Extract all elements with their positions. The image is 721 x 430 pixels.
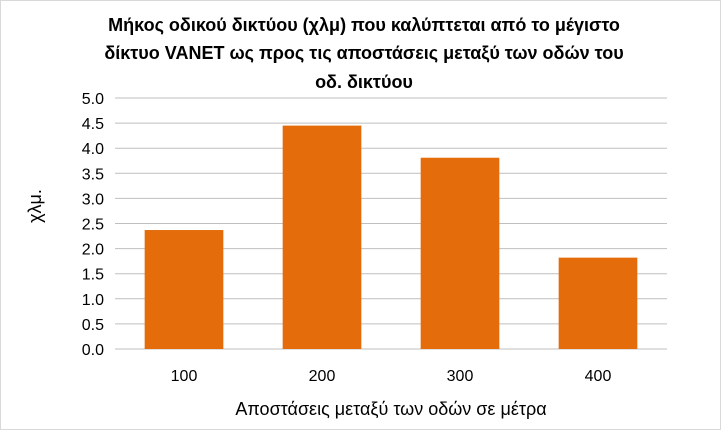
y-axis-label: χλμ. xyxy=(25,189,45,223)
x-tick-label: 300 xyxy=(447,368,474,385)
x-tick-labels: 100 200 300 400 xyxy=(171,368,612,385)
y-tick-label: 1.5 xyxy=(82,267,104,284)
y-tick-label: 0.0 xyxy=(82,342,104,359)
chart-title-line-2: δίκτυο VANET ως προς τις αποστάσεις μετα… xyxy=(104,43,623,64)
y-tick-labels: 0.0 0.5 1.0 1.5 2.0 2.5 3.0 3.5 4.0 4.5 5.0 xyxy=(82,91,104,359)
x-axis-label: Αποστάσεις μεταξύ των οδών σε μέτρα xyxy=(235,399,546,419)
x-tick-label: 200 xyxy=(309,368,336,385)
bars xyxy=(144,125,638,349)
bar-400 xyxy=(558,257,638,349)
y-tick-label: 0.5 xyxy=(82,317,104,334)
x-tick-label: 400 xyxy=(585,368,612,385)
y-tick-label: 1.0 xyxy=(82,292,104,309)
chart-title-line-1: Μήκος οδικού δικτύου (χλμ) που καλύπτετα… xyxy=(108,15,620,35)
bar-100 xyxy=(144,230,224,349)
y-tick-label: 3.5 xyxy=(82,166,104,183)
x-tick-label: 100 xyxy=(171,368,198,385)
chart-title-line-3: οδ. δικτύου xyxy=(315,72,413,92)
y-tick-label: 2.0 xyxy=(82,242,104,259)
bar-300 xyxy=(420,157,500,349)
y-tick-label: 2.5 xyxy=(82,217,104,234)
y-tick-label: 4.0 xyxy=(82,141,104,158)
y-tick-label: 3.0 xyxy=(82,191,104,208)
bar-200 xyxy=(282,125,362,349)
y-tick-label: 5.0 xyxy=(82,91,104,108)
y-tick-label: 4.5 xyxy=(82,116,104,133)
